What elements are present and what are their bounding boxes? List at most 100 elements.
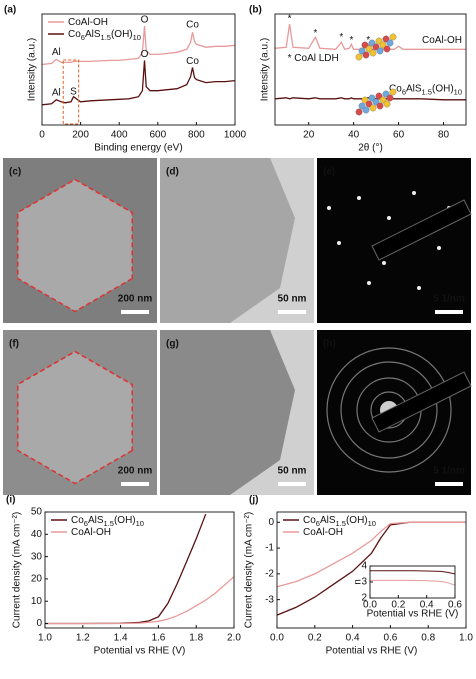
y-tick-label: 10 <box>31 596 43 607</box>
atom <box>368 39 376 47</box>
scale-bar <box>435 310 463 314</box>
series-line <box>41 26 236 66</box>
atom <box>382 90 390 98</box>
panel-label: (h) <box>323 339 336 350</box>
y-tick-label: -2 <box>265 569 274 580</box>
series-line <box>276 521 466 588</box>
y-axis-label: Intensity (a.u.) <box>27 38 38 101</box>
atom <box>362 51 370 59</box>
annotation: O <box>141 49 149 60</box>
scale-bar <box>121 310 149 314</box>
legend-label: CoAl-OH <box>303 527 343 538</box>
atom <box>376 102 384 110</box>
highlight-box <box>62 59 80 125</box>
diffraction-spot <box>367 281 371 285</box>
atom <box>369 49 377 57</box>
panel-label: (e) <box>323 167 335 178</box>
annotation: * <box>313 28 317 39</box>
annotation: * CoAl LDH <box>288 53 339 64</box>
annotation: Co <box>186 56 199 67</box>
y-tick-label: 0 <box>36 618 42 629</box>
series-line <box>45 513 207 625</box>
x-axis-label: Potential vs RHE (V) <box>94 646 186 657</box>
diffraction-spot <box>327 206 331 210</box>
series-line <box>41 60 236 106</box>
x-tick-label: 0 <box>39 130 45 141</box>
y-tick-label: 3 <box>361 577 367 588</box>
series-line <box>274 97 466 101</box>
y-tick-label: 20 <box>31 574 43 585</box>
micrograph: (g) 50 nm <box>160 330 314 495</box>
annotation: Co <box>186 20 199 31</box>
legend-label: Co6AlS1.5(OH)10 <box>303 515 376 529</box>
x-tick-label: 0.2 <box>308 633 322 644</box>
x-tick-label: 600 <box>149 130 166 141</box>
atom <box>365 100 373 108</box>
annotation: S <box>70 86 77 97</box>
atom <box>382 35 390 43</box>
hexagon-plate <box>17 350 133 485</box>
y-tick-label: 30 <box>31 551 43 562</box>
x-tick-label: 60 <box>393 130 405 141</box>
atom <box>358 47 366 55</box>
x-tick-label: 1.0 <box>38 633 52 644</box>
atom <box>372 98 380 106</box>
series-line <box>370 570 456 575</box>
atom <box>358 102 366 110</box>
atom <box>361 41 369 49</box>
panel-label: (a) <box>4 5 16 16</box>
x-tick-label: 40 <box>348 130 360 141</box>
annotation: * <box>288 14 292 25</box>
atom <box>375 37 383 45</box>
plot-frame <box>276 511 467 629</box>
x-tick-label: 1.2 <box>76 633 90 644</box>
diffraction-spot <box>357 196 361 200</box>
atom <box>386 94 394 102</box>
scale-bar <box>278 310 306 314</box>
plot-frame <box>274 13 467 126</box>
series-line <box>274 24 466 51</box>
atom <box>361 96 369 104</box>
plot-frame <box>44 511 235 629</box>
beam-stopper <box>371 199 472 261</box>
x-tick-label: 200 <box>72 130 89 141</box>
series-line <box>370 579 456 586</box>
y-tick-label: 2 <box>361 593 367 604</box>
atom <box>368 94 376 102</box>
series-label: CoAl-OH <box>422 35 462 46</box>
scale-bar <box>435 482 463 486</box>
atom <box>375 92 383 100</box>
micrograph: (h) 5 1/nm <box>317 330 472 495</box>
x-tick-label: 0.2 <box>391 600 405 611</box>
scale-bar-label: 50 nm <box>278 466 307 477</box>
x-tick-label: 0.6 <box>383 633 397 644</box>
atom <box>383 45 391 53</box>
scale-bar-label: 200 nm <box>118 466 153 477</box>
diffraction-spot <box>387 216 391 220</box>
tem-particle <box>160 330 295 495</box>
annotation: Al <box>52 87 61 98</box>
beam-stopper <box>371 371 472 433</box>
y-axis-label: n <box>353 579 364 585</box>
y-tick-label: 50 <box>31 507 43 518</box>
panel-label: (g) <box>166 339 179 350</box>
diffraction-spot <box>417 286 421 290</box>
panel-label: (i) <box>6 495 15 506</box>
diffraction-ring <box>340 361 438 459</box>
annotation: * <box>349 35 353 46</box>
atom <box>386 39 394 47</box>
legend-label: Co6AlS1.5(OH)10 <box>68 29 141 43</box>
y-tick-label: 4 <box>361 561 367 572</box>
x-tick-label: 0.0 <box>363 600 377 611</box>
micrograph: (d) 50 nm <box>160 158 314 323</box>
diffraction-ring <box>326 347 452 473</box>
diffraction-spot <box>412 191 416 195</box>
atom <box>389 33 397 41</box>
series-label: Co6AlS1.5(OH)10 <box>389 83 462 97</box>
legend-label: Co6AlS1.5(OH)10 <box>71 515 144 529</box>
y-tick-label: 0 <box>268 517 274 528</box>
x-tick-label: 1.0 <box>459 633 473 644</box>
scale-bar-label: 200 nm <box>118 294 153 305</box>
atom <box>365 45 373 53</box>
panel-label: (b) <box>249 5 262 16</box>
